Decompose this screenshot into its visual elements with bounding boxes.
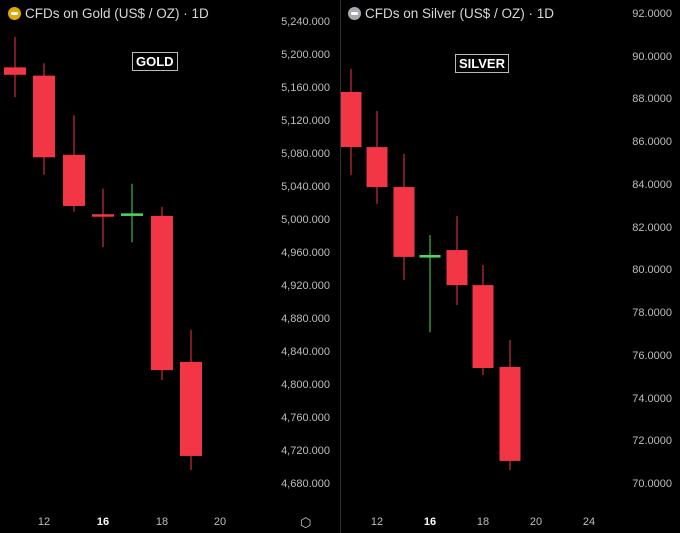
silver-title-text: CFDs on Silver (US$ / OZ) · 1D [365, 6, 555, 21]
gold-y-tick-label: 5,200.000 [281, 49, 330, 61]
silver-y-tick-label: 86.0000 [632, 136, 672, 149]
gold-candle [33, 63, 55, 175]
gold-x-tick-label: 12 [37, 516, 51, 528]
candle-body [121, 213, 143, 216]
candle-body [92, 214, 114, 217]
silver-label: SILVER [455, 54, 509, 73]
gold-y-tick-label: 5,240.000 [281, 16, 330, 28]
silver-x-tick-label: 12 [370, 516, 384, 528]
silver-x-tick-label: 16 [423, 516, 437, 528]
silver-candle [366, 110, 388, 205]
gold-y-tick-label: 4,960.000 [281, 247, 330, 259]
candle-body [446, 250, 468, 286]
gold-y-tick-label: 4,680.000 [281, 478, 330, 490]
candle-body [180, 361, 202, 456]
silver-candle [393, 153, 415, 280]
silver-y-tick-label: 74.0000 [632, 392, 672, 405]
gold-y-tick-label: 4,800.000 [281, 379, 330, 391]
candle-body [472, 285, 494, 368]
gold-candle [121, 183, 143, 243]
candle-body [499, 366, 521, 461]
gold-y-tick-label: 5,000.000 [281, 214, 330, 226]
hexagon-settings-icon[interactable]: ⬡ [300, 515, 312, 530]
gold-y-tick-label: 5,040.000 [281, 181, 330, 193]
candle-body [63, 154, 85, 206]
gold-x-tick-label: 20 [213, 516, 227, 528]
silver-candle [472, 265, 494, 376]
silver-candle [499, 340, 521, 471]
candle-body [151, 215, 173, 371]
silver-coin-icon [348, 7, 361, 20]
gold-y-tick-label: 4,880.000 [281, 313, 330, 325]
silver-candle [446, 216, 468, 305]
silver-x-tick-label: 24 [582, 516, 596, 528]
gold-y-tick-label: 4,720.000 [281, 445, 330, 457]
gold-candle [151, 206, 173, 381]
candle-body [4, 67, 26, 75]
silver-y-tick-label: 70.0000 [632, 478, 672, 490]
silver-y-tick-label: 92.0000 [632, 8, 672, 20]
gold-y-tick-label: 5,160.000 [281, 82, 330, 94]
silver-y-tick-label: 80.0000 [632, 264, 672, 277]
gold-y-tick-label: 4,840.000 [281, 346, 330, 358]
silver-y-tick-label: 76.0000 [632, 349, 672, 362]
gold-candle [180, 329, 202, 470]
silver-candle [340, 68, 362, 176]
silver-y-tick-label: 78.0000 [632, 307, 672, 320]
gold-x-tick-label: 18 [155, 516, 169, 528]
candle-body [419, 254, 441, 258]
candle-body [340, 91, 362, 148]
silver-y-tick-label: 88.0000 [632, 93, 672, 106]
gold-candle [63, 115, 85, 212]
silver-x-tick-label: 18 [476, 516, 490, 528]
silver-y-tick-label: 82.0000 [632, 221, 672, 234]
gold-y-tick-label: 4,920.000 [281, 280, 330, 292]
silver-chart-title: CFDs on Silver (US$ / OZ) · 1D [348, 6, 554, 21]
gold-x-tick-label: 16 [96, 516, 110, 528]
gold-title-text: CFDs on Gold (US$ / OZ) · 1D [25, 6, 209, 21]
candle-body [366, 147, 388, 188]
silver-y-tick-label: 72.0000 [632, 435, 672, 448]
silver-y-tick-label: 84.0000 [632, 178, 672, 191]
gold-candle [92, 188, 114, 248]
gold-y-tick-label: 5,080.000 [281, 148, 330, 160]
gold-y-tick-label: 5,120.000 [281, 115, 330, 127]
gold-coin-icon [8, 7, 21, 20]
silver-y-tick-label: 90.0000 [632, 50, 672, 63]
silver-x-tick-label: 20 [529, 516, 543, 528]
gold-chart-title: CFDs on Gold (US$ / OZ) · 1D [8, 6, 209, 21]
gold-candle [4, 36, 26, 98]
silver-candle [419, 235, 441, 333]
gold-y-tick-label: 4,760.000 [281, 412, 330, 424]
panel-divider [340, 0, 341, 533]
candle-body [33, 75, 55, 158]
candle-body [393, 187, 415, 257]
gold-label: GOLD [132, 52, 178, 71]
